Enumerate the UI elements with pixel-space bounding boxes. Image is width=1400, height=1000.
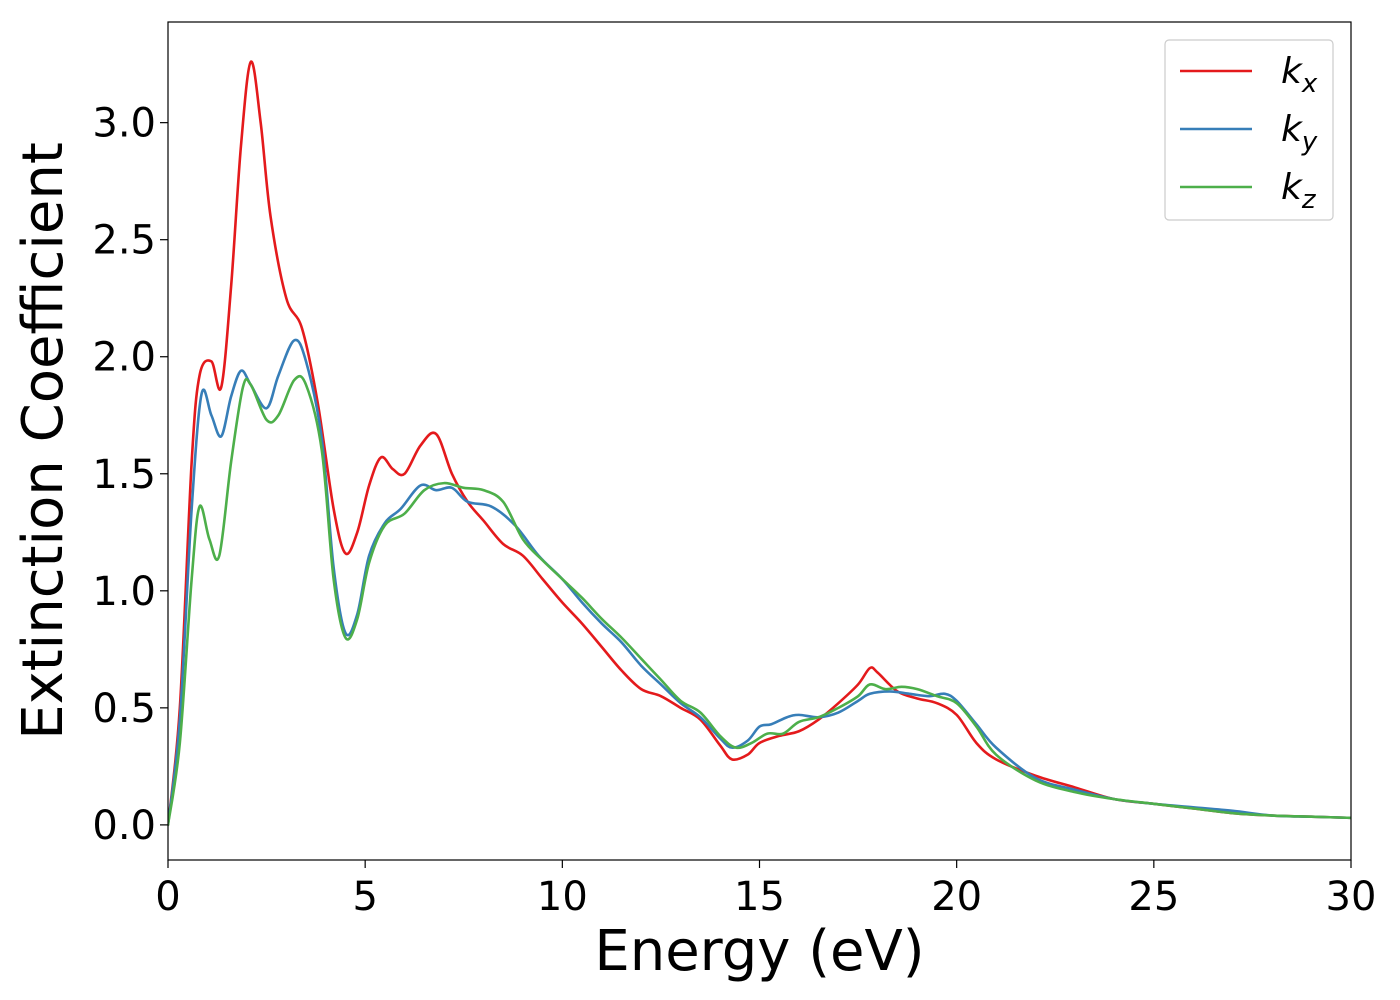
legend-label-x: kx [1281,51,1318,99]
x-tick-label: 0 [155,874,180,920]
x-tick-label: 15 [734,874,785,920]
legend-label-subscript: z [1301,185,1317,215]
legend-label-z: kz [1281,167,1317,215]
x-tick-label: 30 [1326,874,1377,920]
y-tick-label: 0.0 [92,803,156,849]
legend-label-subscript: y [1301,127,1318,157]
y-tick-label: 3.0 [92,101,156,147]
legend-label-base: k [1281,167,1304,208]
series-layer [168,60,1351,827]
y-tick-label: 1.0 [92,569,156,615]
y-tick-label: 2.0 [92,335,156,381]
x-tick-label: 25 [1128,874,1179,920]
series-line-z [168,374,1351,827]
x-axis-title: Energy (eV) [594,919,924,984]
legend-label-y: ky [1281,109,1318,157]
legend-label-base: k [1281,51,1304,92]
x-tick-label: 10 [537,874,588,920]
y-tick-label: 0.5 [92,686,156,732]
y-tick-label: 2.5 [92,218,156,264]
plot-area [168,22,1351,860]
x-axis: 0 5 10 15 20 25 30 [155,860,1376,920]
x-tick-label: 20 [931,874,982,920]
y-axis-title: Extinction Coefficient [11,142,76,740]
y-tick-label: 1.5 [92,452,156,498]
legend-label-base: k [1281,109,1304,150]
x-tick-label: 5 [352,874,377,920]
y-axis: 0.0 0.5 1.0 1.5 2.0 2.5 3.0 [92,101,168,849]
legend-label-subscript: x [1301,69,1318,99]
series-line-x [168,60,1351,827]
